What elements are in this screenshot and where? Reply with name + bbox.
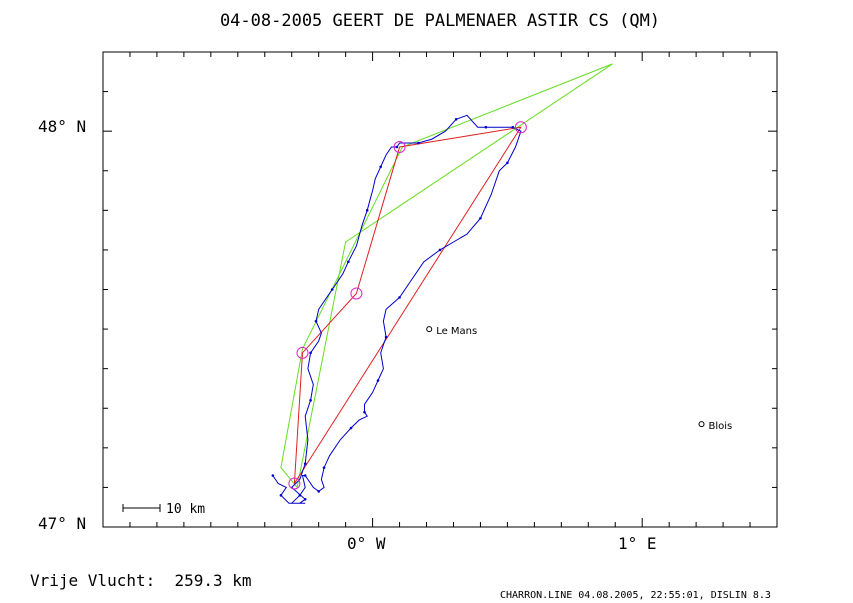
turnpoint-marker: [296, 346, 309, 359]
track-point: [314, 319, 318, 323]
xtick-label-0: 0° W: [347, 534, 386, 553]
track-point: [309, 351, 312, 355]
scale-bar: 10 km: [122, 502, 205, 517]
track-point: [303, 497, 307, 501]
track-point: [484, 125, 488, 129]
places-group: Le Mans Blois: [426, 326, 733, 432]
series-line-declared-task: [280, 63, 613, 488]
track-point: [479, 216, 482, 220]
track-point: [271, 474, 275, 477]
track-point: [347, 260, 350, 264]
track-point: [376, 379, 380, 382]
place-label: Blois: [709, 421, 733, 432]
track-point: [395, 145, 399, 149]
track-point: [454, 117, 458, 121]
track-point: [303, 462, 307, 465]
track-point: [317, 490, 320, 493]
ytick-label-47: 47° N: [38, 514, 86, 533]
place-marker: [426, 326, 433, 333]
track-point: [417, 141, 420, 145]
place-marker: [698, 421, 705, 428]
track-point: [511, 125, 515, 129]
ytick-label-48: 48° N: [38, 117, 86, 136]
axis-ticks: [102, 51, 778, 528]
chart-title: 04-08-2005 GEERT DE PALMENAER ASTIR CS (…: [220, 11, 660, 31]
turnpoint-marker: [288, 477, 301, 490]
turnpoint-marker: [393, 141, 406, 153]
track-point: [384, 335, 388, 339]
turnpoint-marker: [350, 287, 363, 300]
track-point: [438, 248, 442, 252]
place-label: Le Mans: [436, 326, 477, 337]
track-point: [309, 399, 312, 402]
track-point: [398, 296, 401, 299]
series-line-gps-track: [272, 114, 522, 504]
track-point: [365, 209, 369, 212]
scale-bar-label: 10 km: [166, 502, 205, 517]
track-point: [298, 494, 302, 497]
track-point: [379, 165, 382, 169]
footer-info: CHARRON.LINE 04.08.2005, 22:55:01, DISLI…: [500, 590, 771, 601]
turnpoint-marker: [514, 121, 527, 134]
track-point: [279, 494, 283, 497]
track-point: [322, 466, 326, 469]
track-point: [506, 161, 509, 165]
track-point: [303, 474, 307, 477]
series-line-scored-task: [293, 126, 522, 484]
track-point: [330, 288, 334, 291]
track-point: [363, 410, 366, 414]
plot-frame: [102, 51, 778, 528]
flight-distance: Vrije Vlucht: 259.3 km: [30, 571, 252, 590]
track-point: [349, 426, 353, 430]
series-group: [271, 63, 613, 504]
turnpoints-group: [288, 121, 527, 490]
xtick-label-1: 1° E: [618, 534, 657, 553]
